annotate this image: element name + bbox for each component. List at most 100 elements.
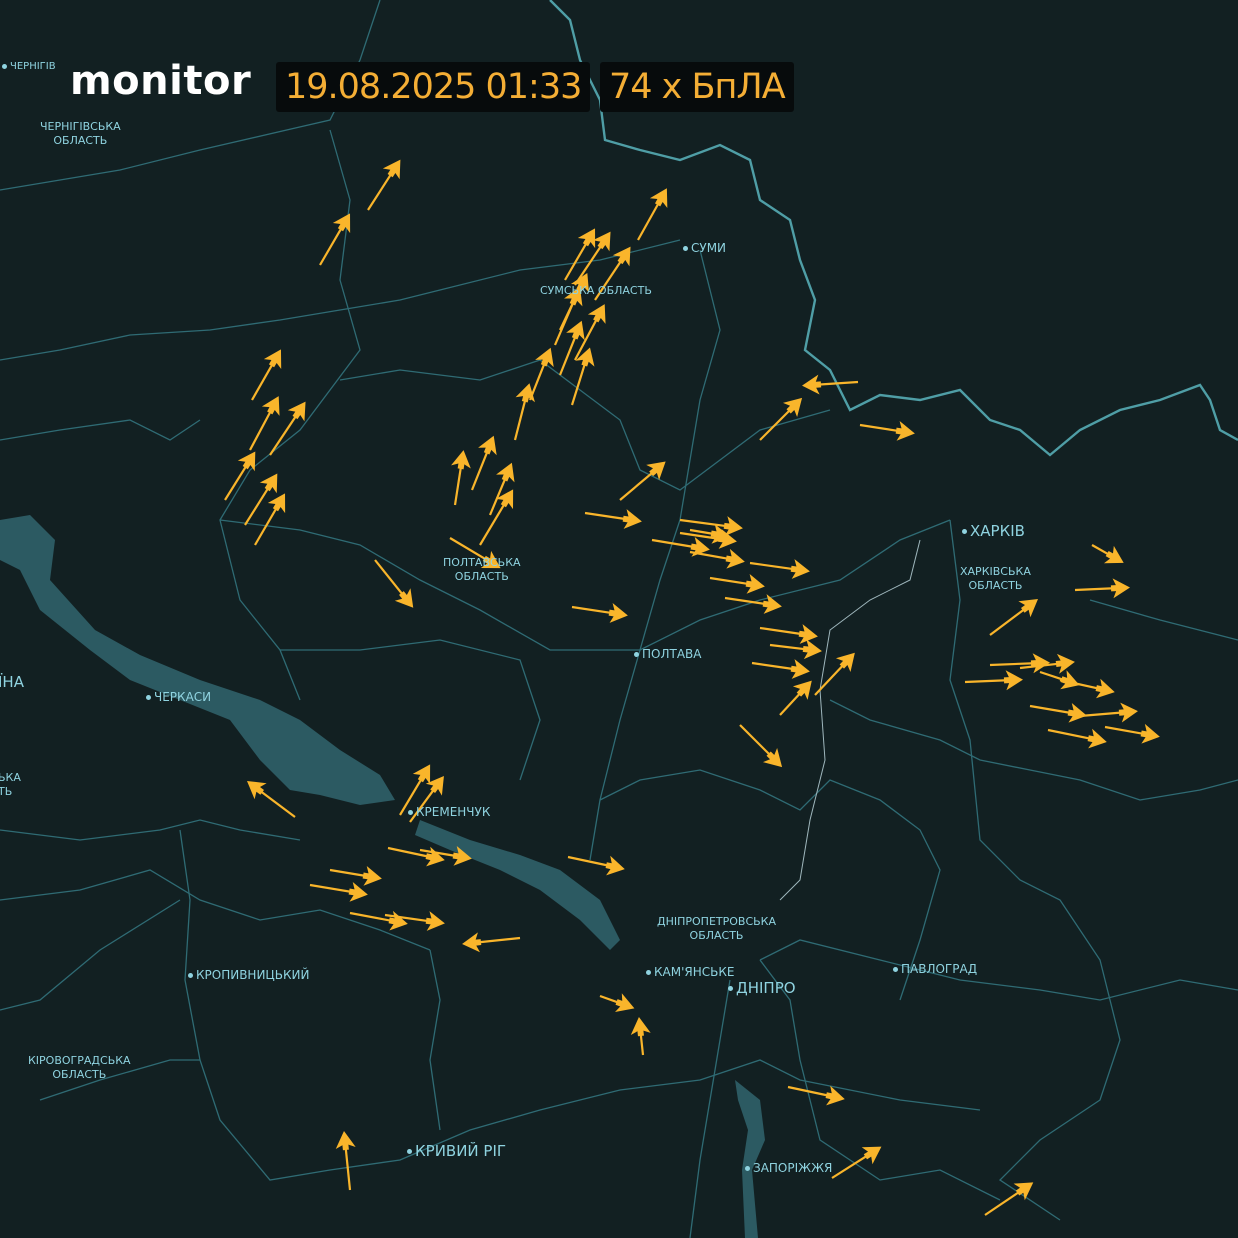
shahed-drone-icon [1087,728,1107,749]
drone-marker [689,548,745,569]
city-dot-icon [407,1149,412,1154]
drone-track [224,464,248,501]
shahed-drone-icon [723,516,743,536]
city-label-poltava: ПОЛТАВА [634,647,701,661]
shahed-drone-icon [237,451,256,472]
city-dot-icon [646,970,651,975]
drone-marker [630,1017,651,1056]
drone-markers [224,159,1160,1216]
region-name: ЧЕРНІГІВСЬКА [40,120,121,133]
drone-marker [570,347,595,406]
shahed-drone-icon [792,680,812,700]
drone-track [384,913,430,923]
drone-track [1079,711,1123,718]
drone-track [787,1085,830,1097]
drone-track [831,1154,869,1179]
drone-marker [553,286,583,346]
shahed-drone-icon [348,881,368,902]
drone-track [989,662,1035,667]
drone-track [254,506,278,546]
kremenchuk-reservoir [0,515,395,805]
drone-track [679,531,722,541]
shahed-drone-icon [1118,702,1138,723]
shahed-drone-icon [382,159,401,180]
city-name: ПОЛТАВА [642,647,702,661]
shahed-drone-icon [452,845,472,866]
drone-track [984,1190,1021,1216]
drone-track [249,409,273,451]
drone-marker [479,489,514,546]
shahed-drone-icon [1103,545,1124,564]
drone-track [619,471,655,501]
drone-track [244,486,270,526]
drone-marker [488,462,515,516]
shahed-drone-icon [762,747,783,768]
dnipro-river [415,820,620,950]
drone-track [751,661,795,671]
drone-marker [759,624,818,644]
drone-marker [409,775,444,823]
shahed-drone-icon [790,559,810,579]
region-label-sumy: СУМСЬКА ОБЛАСТЬ [540,284,652,298]
drone-marker [769,639,822,660]
drone-track [584,511,627,521]
drone-marker [584,509,642,529]
drone-track [964,679,1008,684]
shahed-drone-icon [690,536,710,557]
region-name: КІРОВОГРАДСЬКА [28,1054,131,1067]
drone-track [709,576,750,586]
drone-marker [749,559,810,579]
drone-track [259,789,296,818]
city-label-kamianske: КАМ'ЯНСЬКЕ [646,965,734,979]
shahed-drone-icon [1110,578,1130,599]
drone-marker [751,659,810,679]
shahed-drone-icon [564,286,583,307]
shahed-drone-icon [802,374,822,395]
shahed-drone-icon [895,421,915,441]
shahed-drone-icon [362,865,382,886]
drone-track [637,201,661,241]
drone-track [329,868,367,878]
drone-track [344,1146,352,1191]
drone-track [759,408,792,441]
city-label-sumy: СУМИ [683,241,726,255]
drone-marker [513,383,535,441]
drone-marker [451,450,471,506]
drone-count-badge: 74 x БпЛА [600,62,794,112]
region-name: ОБЛАСТЬ [454,570,509,583]
drone-marker [470,435,497,491]
drone-marker [449,537,501,569]
shahed-drone-icon [261,396,280,416]
drone-track [859,423,900,433]
region-name: ПОЛТАВСЬКА [443,556,521,569]
shahed-drone-icon [462,932,482,953]
shahed-drone-icon [710,523,730,544]
drone-track [739,724,772,757]
shahed-drone-icon [1030,653,1050,674]
drone-marker [367,159,401,211]
drone-marker [787,1085,845,1106]
drone-marker [335,1131,356,1191]
shahed-drone-icon [861,1146,882,1165]
shahed-drone-icon [1067,702,1087,723]
drone-track [479,502,506,546]
kakhovka-upper [735,1080,765,1238]
drone-marker [1039,670,1080,690]
city-label-kharkiv: ХАРКІВ [962,524,1025,539]
shahed-drone-icon [566,320,585,341]
city-dot-icon [146,695,151,700]
drone-track [349,911,393,922]
shahed-drone-icon [247,780,267,800]
drone-marker [739,724,783,768]
drone-track [689,550,730,561]
drone-marker [247,780,296,818]
region-name: ХАРКІВСЬКА [960,565,1031,578]
drone-track [477,936,521,944]
drone-marker [964,670,1023,691]
drone-track [1074,587,1115,592]
shahed-drone-icon [717,529,737,549]
drone-marker [814,652,855,696]
